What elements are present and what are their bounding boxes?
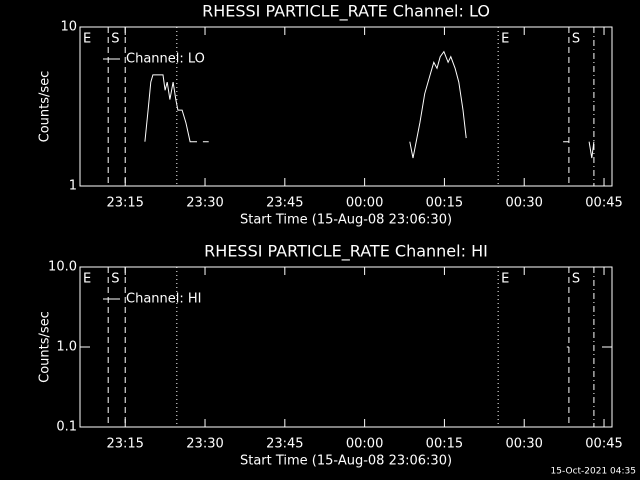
x-axis-label: Start Time (15-Aug-08 23:06:30) [240,454,452,469]
event-label: E [501,272,509,287]
x-tick-label: 00:15 [426,196,463,211]
y-tick-label: 1 [69,179,77,194]
y-tick-label: 10.0 [48,260,77,275]
x-axis-label: Start Time (15-Aug-08 23:06:30) [240,213,452,228]
event-label: S [572,32,580,47]
x-tick-label: 00:15 [426,437,463,452]
y-tick-label: 1.0 [56,340,77,355]
x-tick-label: 23:30 [186,437,223,452]
chart-title: RHESSI PARTICLE_RATE Channel: LO [202,2,490,22]
x-tick-label: 23:30 [186,196,223,211]
x-tick-label: 00:30 [505,196,542,211]
event-label: S [111,32,119,47]
event-label: E [83,32,91,47]
y-axis-label: Counts/sec [38,71,53,143]
event-label: S [111,272,119,287]
x-tick-label: 23:45 [266,196,303,211]
legend-label: Channel: HI [126,292,202,307]
y-tick-label: 10 [60,20,77,35]
x-tick-label: 23:15 [106,196,143,211]
y-axis-label: Counts/sec [38,311,53,383]
event-label: E [501,32,509,47]
x-tick-label: 00:45 [585,437,622,452]
legend-label: Channel: LO [126,52,205,67]
event-label: E [83,272,91,287]
footer: 15-Oct-2021 04:35 [551,467,636,477]
x-tick-label: 00:00 [346,196,383,211]
x-tick-label: 23:45 [266,437,303,452]
event-label: S [572,272,580,287]
x-tick-label: 00:00 [346,437,383,452]
x-tick-label: 00:45 [585,196,622,211]
chart-title: RHESSI PARTICLE_RATE Channel: HI [204,242,488,262]
x-tick-label: 23:15 [106,437,143,452]
y-tick-label: 0.1 [56,420,77,435]
x-tick-label: 00:30 [505,437,542,452]
data-line [144,50,595,159]
